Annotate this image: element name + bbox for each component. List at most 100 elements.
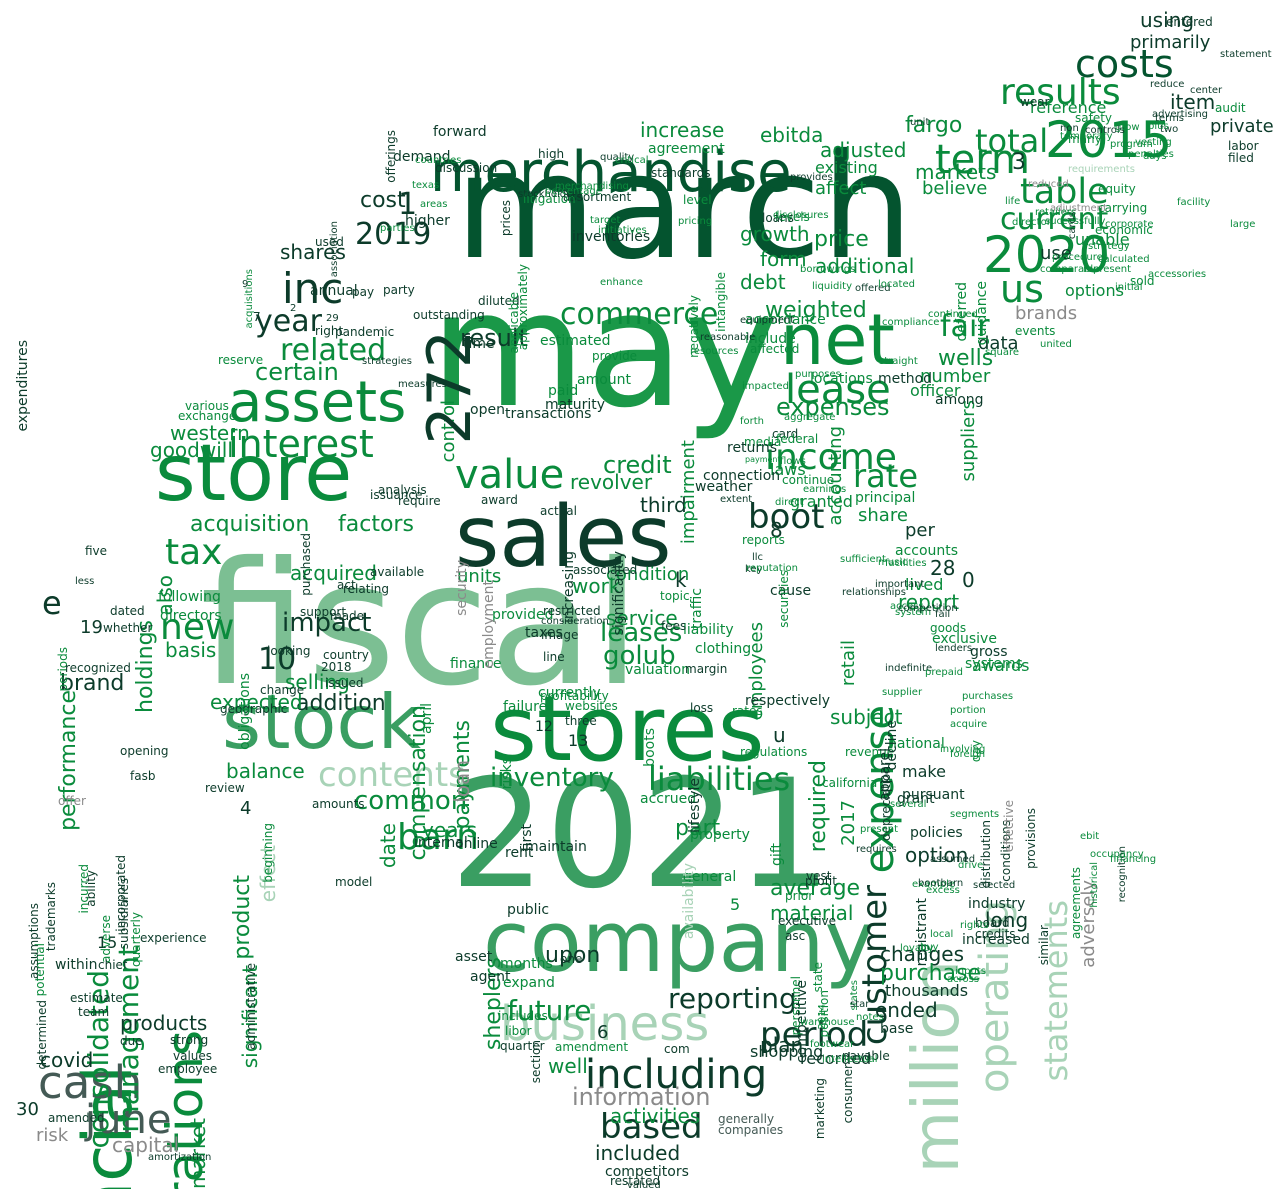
cloud-word: required — [806, 760, 831, 853]
cloud-word: contents — [318, 755, 466, 795]
cloud-word: warehouse — [800, 1017, 855, 1028]
cloud-word: represent — [1083, 264, 1132, 275]
cloud-word: offered — [855, 283, 891, 294]
cloud-word: well — [548, 1054, 588, 1078]
cloud-word: terms — [1155, 113, 1184, 124]
cloud-word: controls — [1085, 125, 1125, 136]
cloud-word: products — [120, 1011, 208, 1035]
cloud-word: results — [1000, 72, 1121, 113]
cloud-word: several — [890, 799, 927, 810]
cloud-word: consideration — [541, 616, 609, 627]
cloud-word: incurred — [77, 864, 91, 914]
cloud-word: vesting — [1135, 137, 1172, 148]
cloud-word: subsidiaries — [117, 878, 131, 950]
cloud-word: areas — [420, 199, 448, 210]
cloud-word: 2017 — [838, 800, 859, 846]
cloud-word: plan — [760, 1033, 804, 1057]
cloud-word: reduced — [1028, 179, 1069, 190]
cloud-word: generally — [718, 1112, 775, 1126]
cloud-word: target — [590, 215, 621, 226]
cloud-word: strong — [170, 1033, 209, 1047]
cloud-word: online — [455, 836, 498, 852]
cloud-word: state — [811, 962, 825, 993]
cloud-word: include — [745, 331, 796, 347]
cloud-word: increase — [640, 118, 725, 142]
cloud-word: officer — [910, 381, 961, 400]
cloud-word: adverse — [99, 915, 113, 964]
cloud-word: various — [185, 399, 229, 413]
cloud-word: footwear — [810, 1039, 855, 1050]
cloud-word: critical — [615, 155, 649, 166]
cloud-word: cash — [38, 1056, 143, 1109]
cloud-word: k — [675, 568, 687, 592]
cloud-word: asset — [455, 949, 493, 965]
cloud-word: principal — [855, 490, 916, 506]
cloud-word: litigation — [523, 192, 576, 206]
cloud-word: march — [455, 123, 914, 292]
cloud-word: pandemic — [335, 325, 395, 339]
cloud-word: merchandise — [430, 140, 792, 205]
cloud-word: taxes — [525, 625, 563, 641]
cloud-word: general — [683, 869, 737, 885]
cloud-word: statement — [1220, 49, 1272, 60]
cloud-word: competition — [898, 603, 958, 614]
cloud-word: direct — [775, 497, 804, 508]
cloud-word: issuance — [370, 488, 423, 502]
cloud-word: five — [85, 544, 108, 558]
cloud-word: historical — [1089, 862, 1100, 908]
cloud-word: occupancy — [1090, 849, 1144, 860]
cloud-word: local — [930, 929, 954, 940]
cloud-word: present — [860, 824, 899, 835]
cloud-word: intangible — [714, 272, 728, 332]
cloud-word: us — [1000, 267, 1044, 311]
cloud-word: available — [370, 565, 425, 579]
cloud-word: stores — [490, 677, 765, 782]
cloud-word: forward — [433, 124, 487, 140]
cloud-word: item — [1170, 90, 1216, 114]
cloud-word: obligations — [237, 673, 253, 750]
cloud-word: support — [300, 605, 347, 619]
cloud-word: provided — [492, 607, 554, 623]
cloud-word: existing — [815, 158, 878, 177]
cloud-word: work — [572, 574, 621, 598]
cloud-word: 30 — [16, 1099, 39, 1120]
cloud-word: reference — [1030, 98, 1107, 117]
cloud-word: result — [460, 324, 528, 352]
cloud-word: expenditures — [15, 340, 31, 432]
cloud-word: economic — [1095, 223, 1153, 237]
cloud-word: recorded — [800, 1049, 872, 1068]
cloud-word: inventories — [572, 229, 651, 245]
cloud-word: geographic — [220, 702, 288, 716]
cloud-word: amendment — [555, 1040, 629, 1054]
cloud-word: associated — [573, 563, 638, 577]
cloud-word: goodwill — [150, 438, 233, 462]
cloud-word: distribution — [979, 820, 993, 889]
cloud-word: analysis — [378, 483, 427, 497]
cloud-word: lenders — [935, 643, 973, 654]
cloud-word: expected — [210, 690, 303, 714]
cloud-word: boot — [748, 497, 825, 537]
cloud-word: companies — [718, 1123, 784, 1137]
cloud-word: unit — [910, 117, 930, 128]
cloud-word: lease — [785, 367, 891, 413]
cloud-word: valued — [627, 1180, 661, 1189]
cloud-word: purchased — [299, 533, 313, 596]
cloud-word: fair — [940, 309, 990, 344]
cloud-word: notes — [856, 1012, 884, 1023]
cloud-word: public — [507, 902, 550, 918]
cloud-word: systems — [965, 656, 1023, 672]
cloud-word: country — [323, 648, 369, 662]
cloud-word: certain — [255, 358, 339, 386]
cloud-word: profit — [805, 874, 837, 888]
cloud-word: shopping — [750, 1042, 824, 1061]
cloud-word: events — [1015, 324, 1056, 338]
cloud-word: credits — [975, 927, 1016, 941]
cloud-word: rights — [960, 920, 989, 931]
cloud-word: plus — [1148, 121, 1169, 132]
cloud-word: right — [315, 324, 344, 338]
cloud-word: carrying — [1098, 201, 1148, 215]
cloud-word: 19 — [80, 617, 103, 638]
cloud-word: 2020 — [983, 226, 1111, 284]
cloud-word: reserve — [218, 353, 264, 367]
cloud-word: open — [470, 402, 505, 418]
